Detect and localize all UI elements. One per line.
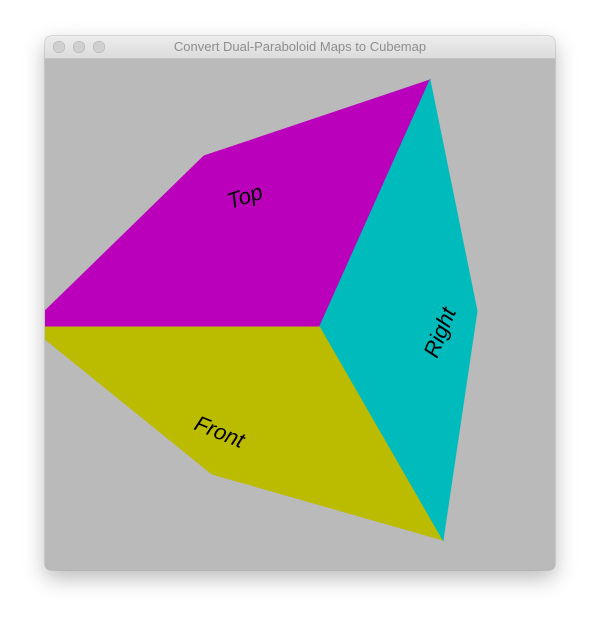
window-title: Convert Dual-Paraboloid Maps to Cubemap <box>173 39 427 54</box>
gl-viewport[interactable]: Top Right Front <box>45 59 555 570</box>
minimize-button[interactable] <box>73 41 85 53</box>
title-bar[interactable]: Convert Dual-Paraboloid Maps to Cubemap <box>45 36 555 59</box>
close-button[interactable] <box>53 41 65 53</box>
cube-face-right <box>319 78 478 542</box>
zoom-button[interactable] <box>93 41 105 53</box>
app-window: Convert Dual-Paraboloid Maps to Cubemap … <box>45 36 555 570</box>
cube-render: Top Right Front <box>45 78 478 542</box>
